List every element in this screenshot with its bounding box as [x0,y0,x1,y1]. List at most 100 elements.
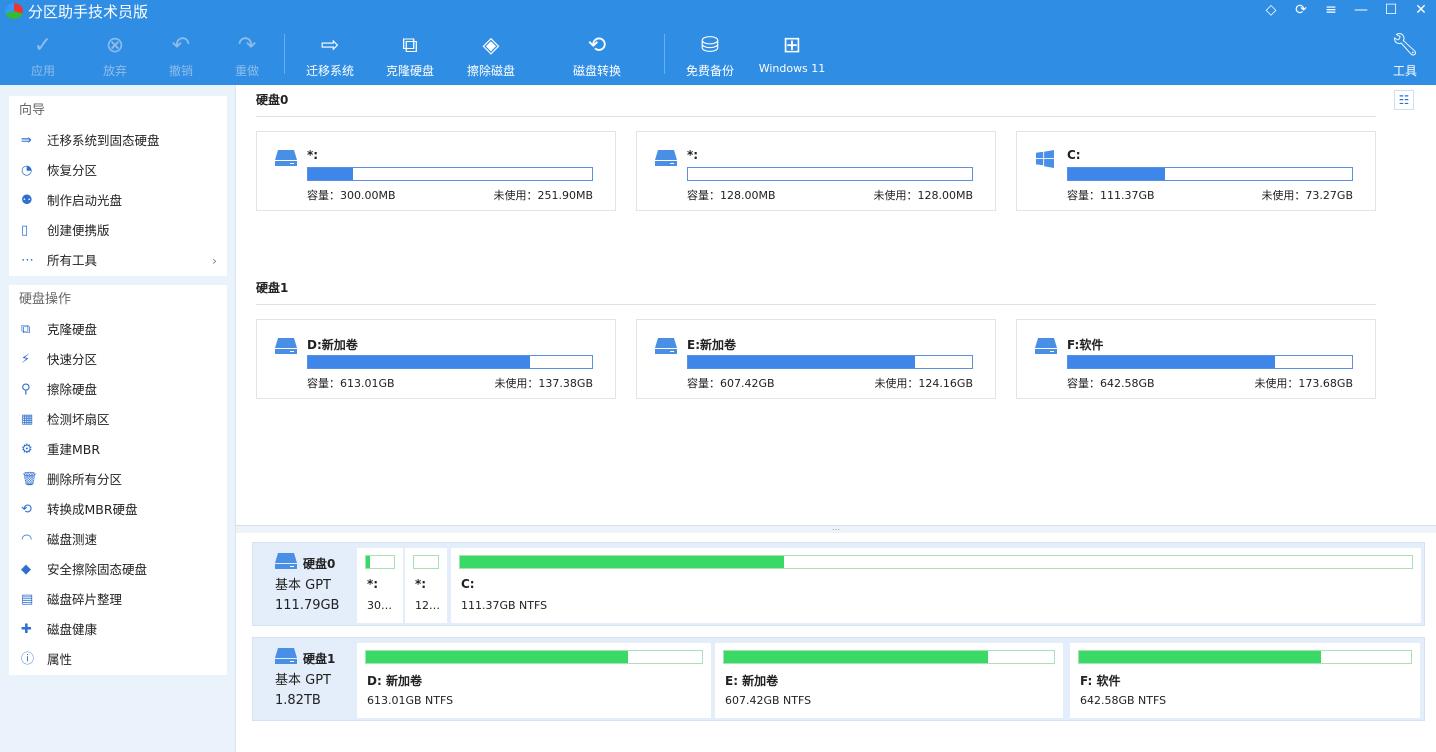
sidebar-item-label: 克隆硬盘 [47,322,98,337]
toolbar-divider [664,34,665,74]
disk-icon [275,553,297,573]
disk-header: 硬盘0 [256,93,289,107]
partition-usage-fill [366,651,629,663]
refresh-icon[interactable]: ⟳ [1295,2,1307,18]
title-toolbar: 分区助手技术员版 ◇ ⟳ ≡ — ☐ ✕ ✓ 应用 ⊗ 放弃 ↶ 撤销 ↷ 重做 ⇨ 迁移… [0,0,1436,85]
partition-name: D:新加卷 [307,338,358,352]
partition-label: F: 软件 [1080,674,1121,688]
partition-card[interactable]: D:新加卷 容量：613.01GB 未使用：137.38GB [256,319,616,399]
disk-row[interactable]: 硬盘0 基本 GPT 111.79GB *: 30… *: 12… C: 111.37GB NT… [252,542,1425,626]
capacity-text: 容量：607.42GB [687,377,775,390]
redo-button[interactable]: ↷ 重做 [212,32,282,79]
sidebar-item[interactable]: ⚲ 擦除硬盘 [9,375,227,405]
menu-icon[interactable]: ≡ [1325,2,1337,18]
pane-splitter[interactable]: … [236,524,1436,533]
win11-label: Windows 11 [758,62,826,75]
partition-block[interactable]: D: 新加卷 613.01GB NTFS [357,643,711,718]
sidebar-item[interactable]: ⧉ 克隆硬盘 [9,315,227,345]
disk-size: 1.82TB [275,693,321,708]
partition-card[interactable]: C: 容量：111.37GB 未使用：73.27GB [1016,131,1376,211]
partition-info: 12… [415,599,440,612]
maximize-icon[interactable]: ☐ [1384,2,1398,18]
capacity-text: 容量：300.00MB [307,189,396,202]
partition-card[interactable]: F:软件 容量：642.58GB 未使用：173.68GB [1016,319,1376,399]
wipe-disk-button[interactable]: ◈ 擦除磁盘 [456,32,526,79]
capacity-text: 容量：642.58GB [1067,377,1155,390]
sidebar-item[interactable]: ▦ 检测坏扇区 [9,405,227,435]
partition-usage-fill [1079,651,1322,663]
sidebar-item[interactable]: ⚡ 快速分区 [9,345,227,375]
sidebar-item-label: 磁盘测速 [47,532,98,547]
partition-block[interactable]: *: 12… [405,548,447,623]
usage-bar [1067,355,1353,369]
partition-card[interactable]: E:新加卷 容量：607.42GB 未使用：124.16GB [636,319,996,399]
sidebar-item[interactable]: 🗑︎ 删除所有分区 [9,465,227,495]
partition-info: 642.58GB NTFS [1080,694,1167,707]
sidebar-item-label: 删除所有分区 [47,472,123,487]
partition-block[interactable]: F: 软件 642.58GB NTFS [1070,643,1420,718]
clone-disk-button[interactable]: ⧉ 克隆硬盘 [375,32,445,79]
sidebar-item[interactable]: ⋯ 所有工具 › [9,246,227,276]
sidebar-item[interactable]: ▤ 磁盘碎片整理 [9,585,227,615]
minimize-icon[interactable]: — [1354,2,1368,18]
diamond-icon[interactable]: ◇ [1265,2,1277,18]
disk-divider [256,116,1376,117]
partition-info: 607.42GB NTFS [725,694,812,707]
sidebar-item[interactable]: ⚉ 制作启动光盘 [9,186,227,216]
sidebar-item[interactable]: ⚙ 重建MBR [9,435,227,465]
partition-card[interactable]: *: 容量：300.00MB 未使用：251.90MB [256,131,616,211]
sidebar-item[interactable]: ⟲ 转换成MBR硬盘 [9,495,227,525]
undo-button[interactable]: ↶ 撤销 [146,32,216,79]
disk-name: 硬盘0 [303,557,336,571]
partition-label: C: [461,577,475,591]
disk-cards-area: ☷ 硬盘0 *: 容量：300.00MB 未使用：251.90MB *: 容量：128.0… [236,85,1436,525]
partition-name: E:新加卷 [687,338,736,352]
partition-card[interactable]: *: 容量：128.00MB 未使用：128.00MB [636,131,996,211]
apply-button[interactable]: ✓ 应用 [8,32,78,79]
partition-block[interactable]: E: 新加卷 607.42GB NTFS [715,643,1063,718]
disk-info: 硬盘0 基本 GPT 111.79GB [275,553,339,616]
usage-bar [687,355,973,369]
usage-bar [687,167,973,181]
disk-title-line: 硬盘1 [275,648,335,671]
sidebar-item[interactable]: ◠ 磁盘测速 [9,525,227,555]
sidebar-item[interactable]: ▯ 创建便携版 [9,216,227,246]
app-title: 分区助手技术员版 [28,3,149,21]
view-toggle-icon[interactable]: ☷ [1394,90,1414,110]
close-icon[interactable]: ✕ [1415,2,1427,18]
partition-block[interactable]: C: 111.37GB NTFS [451,548,1421,623]
partition-block[interactable]: *: 30… [357,548,403,623]
tools-button[interactable]: 🔧︎ 工具 [1370,32,1436,79]
sidebar-item[interactable]: ✚ 磁盘健康 [9,615,227,645]
wrench-icon: 🔧︎ [1391,33,1419,58]
usage-fill [1068,168,1165,180]
partition-usage-fill [724,651,988,663]
migrate-disk-icon: ⇨ [320,33,340,58]
partition-info: 30… [367,599,392,612]
sidebar-item[interactable]: ⓘ 属性 [9,645,227,675]
capacity-text: 容量：128.00MB [687,189,776,202]
windows11-button[interactable]: ⊞ Windows 11 [752,32,832,75]
sidebar-item-label: 制作启动光盘 [47,193,123,208]
disk-row[interactable]: 硬盘1 基本 GPT 1.82TB D: 新加卷 613.01GB NTFS E: 新加卷… [252,637,1425,721]
partition-usage-bar [413,555,439,569]
free-space-text: 未使用：73.27GB [1261,189,1353,202]
sidebar-item[interactable]: ⇛ 迁移系统到固态硬盘 [9,126,227,156]
convert-disk-icon: ⟲ [587,33,607,58]
capacity-text: 容量：111.37GB [1067,189,1155,202]
sidebar-item[interactable]: ◆ 安全擦除固态硬盘 [9,555,227,585]
partition-usage-bar [365,650,703,664]
sidebar-item-label: 属性 [47,652,73,667]
disk-title-line: 硬盘0 [275,553,339,576]
sidebar: 向导 ⇛ 迁移系统到固态硬盘 ◔ 恢复分区 ⚉ 制作启动光盘 ▯ 创建便携版 ⋯ 所有工具 › 硬盘… [0,85,236,752]
discard-button[interactable]: ⊗ 放弃 [80,32,150,79]
migrate-os-button[interactable]: ⇨ 迁移系统 [295,32,365,79]
partition-label: *: [367,577,379,591]
sidebar-item[interactable]: ◔ 恢复分区 [9,156,227,186]
free-backup-button[interactable]: ⛁ 免费备份 [675,32,745,79]
partition-usage-bar [365,555,395,569]
free-space-text: 未使用：128.00MB [873,189,973,202]
disk-ops-group: 硬盘操作 ⧉ 克隆硬盘 ⚡ 快速分区 ⚲ 擦除硬盘 ▦ 检测坏扇区 ⚙ 重建MBR 🗑︎ 删除所有分区… [9,285,227,675]
redo-label: 重做 [234,64,259,78]
convert-disk-button[interactable]: ⟲ 磁盘转换 [562,32,632,79]
